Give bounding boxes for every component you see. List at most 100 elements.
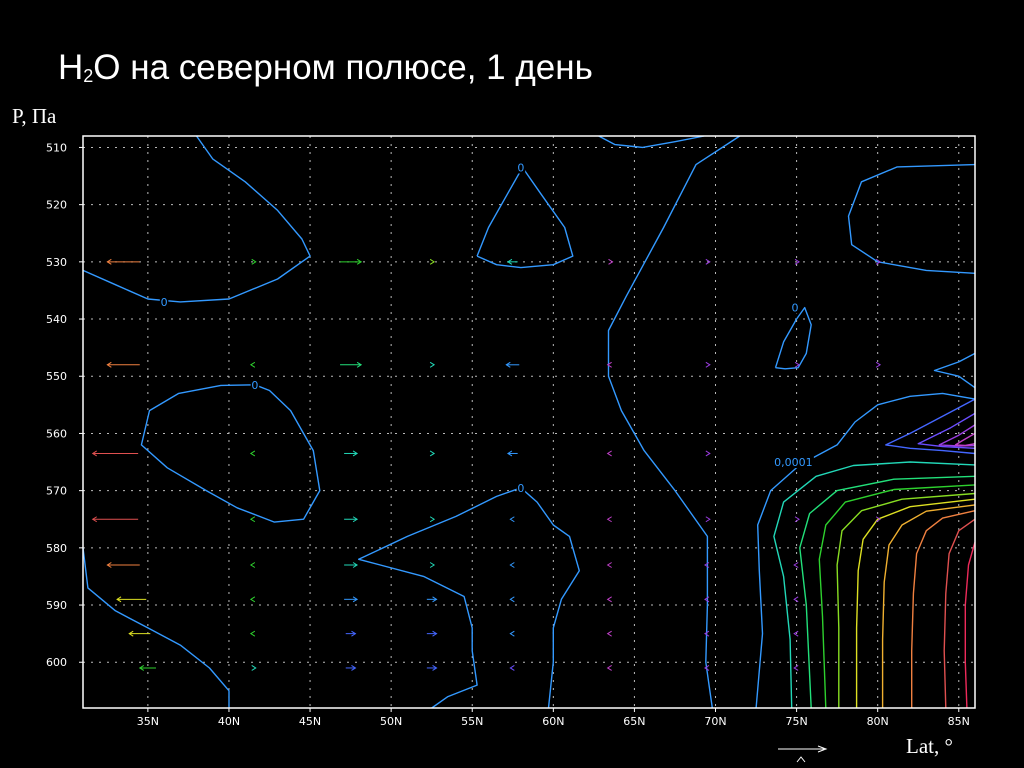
wind-arrow xyxy=(345,665,357,671)
contour-line xyxy=(476,166,574,269)
x-axis-label: Lat, ° xyxy=(906,734,953,758)
wind-arrow xyxy=(606,630,612,637)
contour-line xyxy=(755,392,976,709)
y-tick-label: 520 xyxy=(46,199,67,212)
contour-label-bg xyxy=(250,378,260,391)
x-tick-label: 65N xyxy=(623,715,645,728)
wind-arrow xyxy=(91,450,139,457)
wind-arrow xyxy=(793,630,799,637)
wind-arrow xyxy=(138,665,156,671)
wind-arrow xyxy=(344,516,359,523)
wind-arrow xyxy=(249,516,256,523)
wind-arrow xyxy=(106,361,140,368)
wind-arrow xyxy=(705,361,711,368)
wind-arrow xyxy=(793,596,799,603)
x-tick-label: 80N xyxy=(867,715,889,728)
y-tick-label: 580 xyxy=(46,542,67,555)
contour-line xyxy=(799,475,976,709)
slide-title: H2O на северном полюсе, 1 день xyxy=(58,44,593,100)
grid-lines xyxy=(83,136,975,708)
wind-arrow xyxy=(249,361,256,368)
x-tick-label: 70N xyxy=(704,715,726,728)
contour-line xyxy=(964,541,976,709)
contour-line xyxy=(847,163,976,274)
contour-lines xyxy=(82,135,976,709)
contour-line xyxy=(917,412,976,449)
contour-label: 0 xyxy=(161,296,168,309)
wind-arrow xyxy=(705,258,711,265)
wind-arrow xyxy=(249,562,256,568)
contour-line xyxy=(818,484,976,709)
y-tick-label: 560 xyxy=(46,427,67,440)
wind-arrow xyxy=(606,361,612,368)
wind-arrow xyxy=(426,630,438,637)
x-axis-ticks: 35N 40N 45N 50N 55N 60N 65N 70N 75N 80N 85N xyxy=(137,708,970,728)
contour-line xyxy=(836,492,976,708)
y-tick-label: 590 xyxy=(46,599,67,612)
wind-arrow xyxy=(344,562,359,568)
wind-arrow xyxy=(793,562,799,568)
x-tick-label: 60N xyxy=(542,715,564,728)
x-tick-label: 35N xyxy=(137,715,159,728)
contour-line xyxy=(607,135,741,709)
wind-arrow xyxy=(505,361,520,368)
title-main: H xyxy=(58,48,84,87)
contour-line xyxy=(943,518,976,709)
contour-line xyxy=(938,424,976,447)
contour-line xyxy=(598,135,705,149)
wind-arrow xyxy=(704,630,710,637)
contour-line xyxy=(881,504,976,708)
contour-line xyxy=(82,547,230,708)
y-tick-label: 550 xyxy=(46,370,67,383)
wind-arrow xyxy=(426,596,438,603)
contour-labels: 0 0 0 0 0 0,0001 xyxy=(159,161,814,495)
title-rest: O на северном полюсе, 1 день xyxy=(93,48,593,87)
contour-label: 0 xyxy=(517,161,524,174)
wind-arrow xyxy=(251,258,257,265)
wind-arrow xyxy=(704,665,710,671)
contour-label-bg xyxy=(516,481,526,494)
wind-arrow xyxy=(340,258,363,265)
contour-label-bg xyxy=(159,295,169,308)
contour-line xyxy=(773,461,976,709)
y-tick-label: 600 xyxy=(46,656,67,669)
wind-arrow xyxy=(128,630,151,637)
wind-arrow xyxy=(251,665,257,671)
contour-label-bg xyxy=(772,456,814,469)
contour-line xyxy=(140,384,321,523)
contour-line xyxy=(774,306,812,370)
x-tick-label: 55N xyxy=(461,715,483,728)
wind-arrow xyxy=(705,450,711,457)
contour-line xyxy=(358,487,522,709)
x-tick-label: 75N xyxy=(785,715,807,728)
wind-arrow xyxy=(509,630,515,637)
contour-label-bg xyxy=(516,161,526,174)
contour-line xyxy=(933,352,976,389)
contour-line xyxy=(520,487,580,709)
wind-arrow xyxy=(249,630,256,637)
wind-arrow xyxy=(509,596,515,603)
wind-arrow xyxy=(249,596,256,603)
x-tick-label: 50N xyxy=(380,715,402,728)
wind-arrow xyxy=(794,258,800,265)
y-axis-ticks: 510 520 530 540 550 560 570 580 590 600 xyxy=(46,141,83,669)
wind-arrow xyxy=(429,361,436,368)
wind-arrow xyxy=(875,516,882,523)
wind-arrow xyxy=(429,516,436,523)
y-axis-label: P, Па xyxy=(12,104,57,128)
wind-arrow xyxy=(606,596,612,603)
contour-label: 0 xyxy=(517,482,524,495)
wind-arrow xyxy=(429,562,436,568)
wind-arrow xyxy=(426,665,438,671)
wind-arrow xyxy=(116,596,147,603)
y-tick-label: 530 xyxy=(46,256,67,269)
wind-arrow xyxy=(606,562,612,568)
wind-arrow xyxy=(608,258,614,265)
wind-arrow xyxy=(429,258,436,265)
wind-arrow xyxy=(429,450,436,457)
wind-arrow xyxy=(875,258,882,265)
wind-arrow xyxy=(506,450,518,457)
x-tick-label: 40N xyxy=(218,715,240,728)
wind-arrow xyxy=(875,361,882,368)
